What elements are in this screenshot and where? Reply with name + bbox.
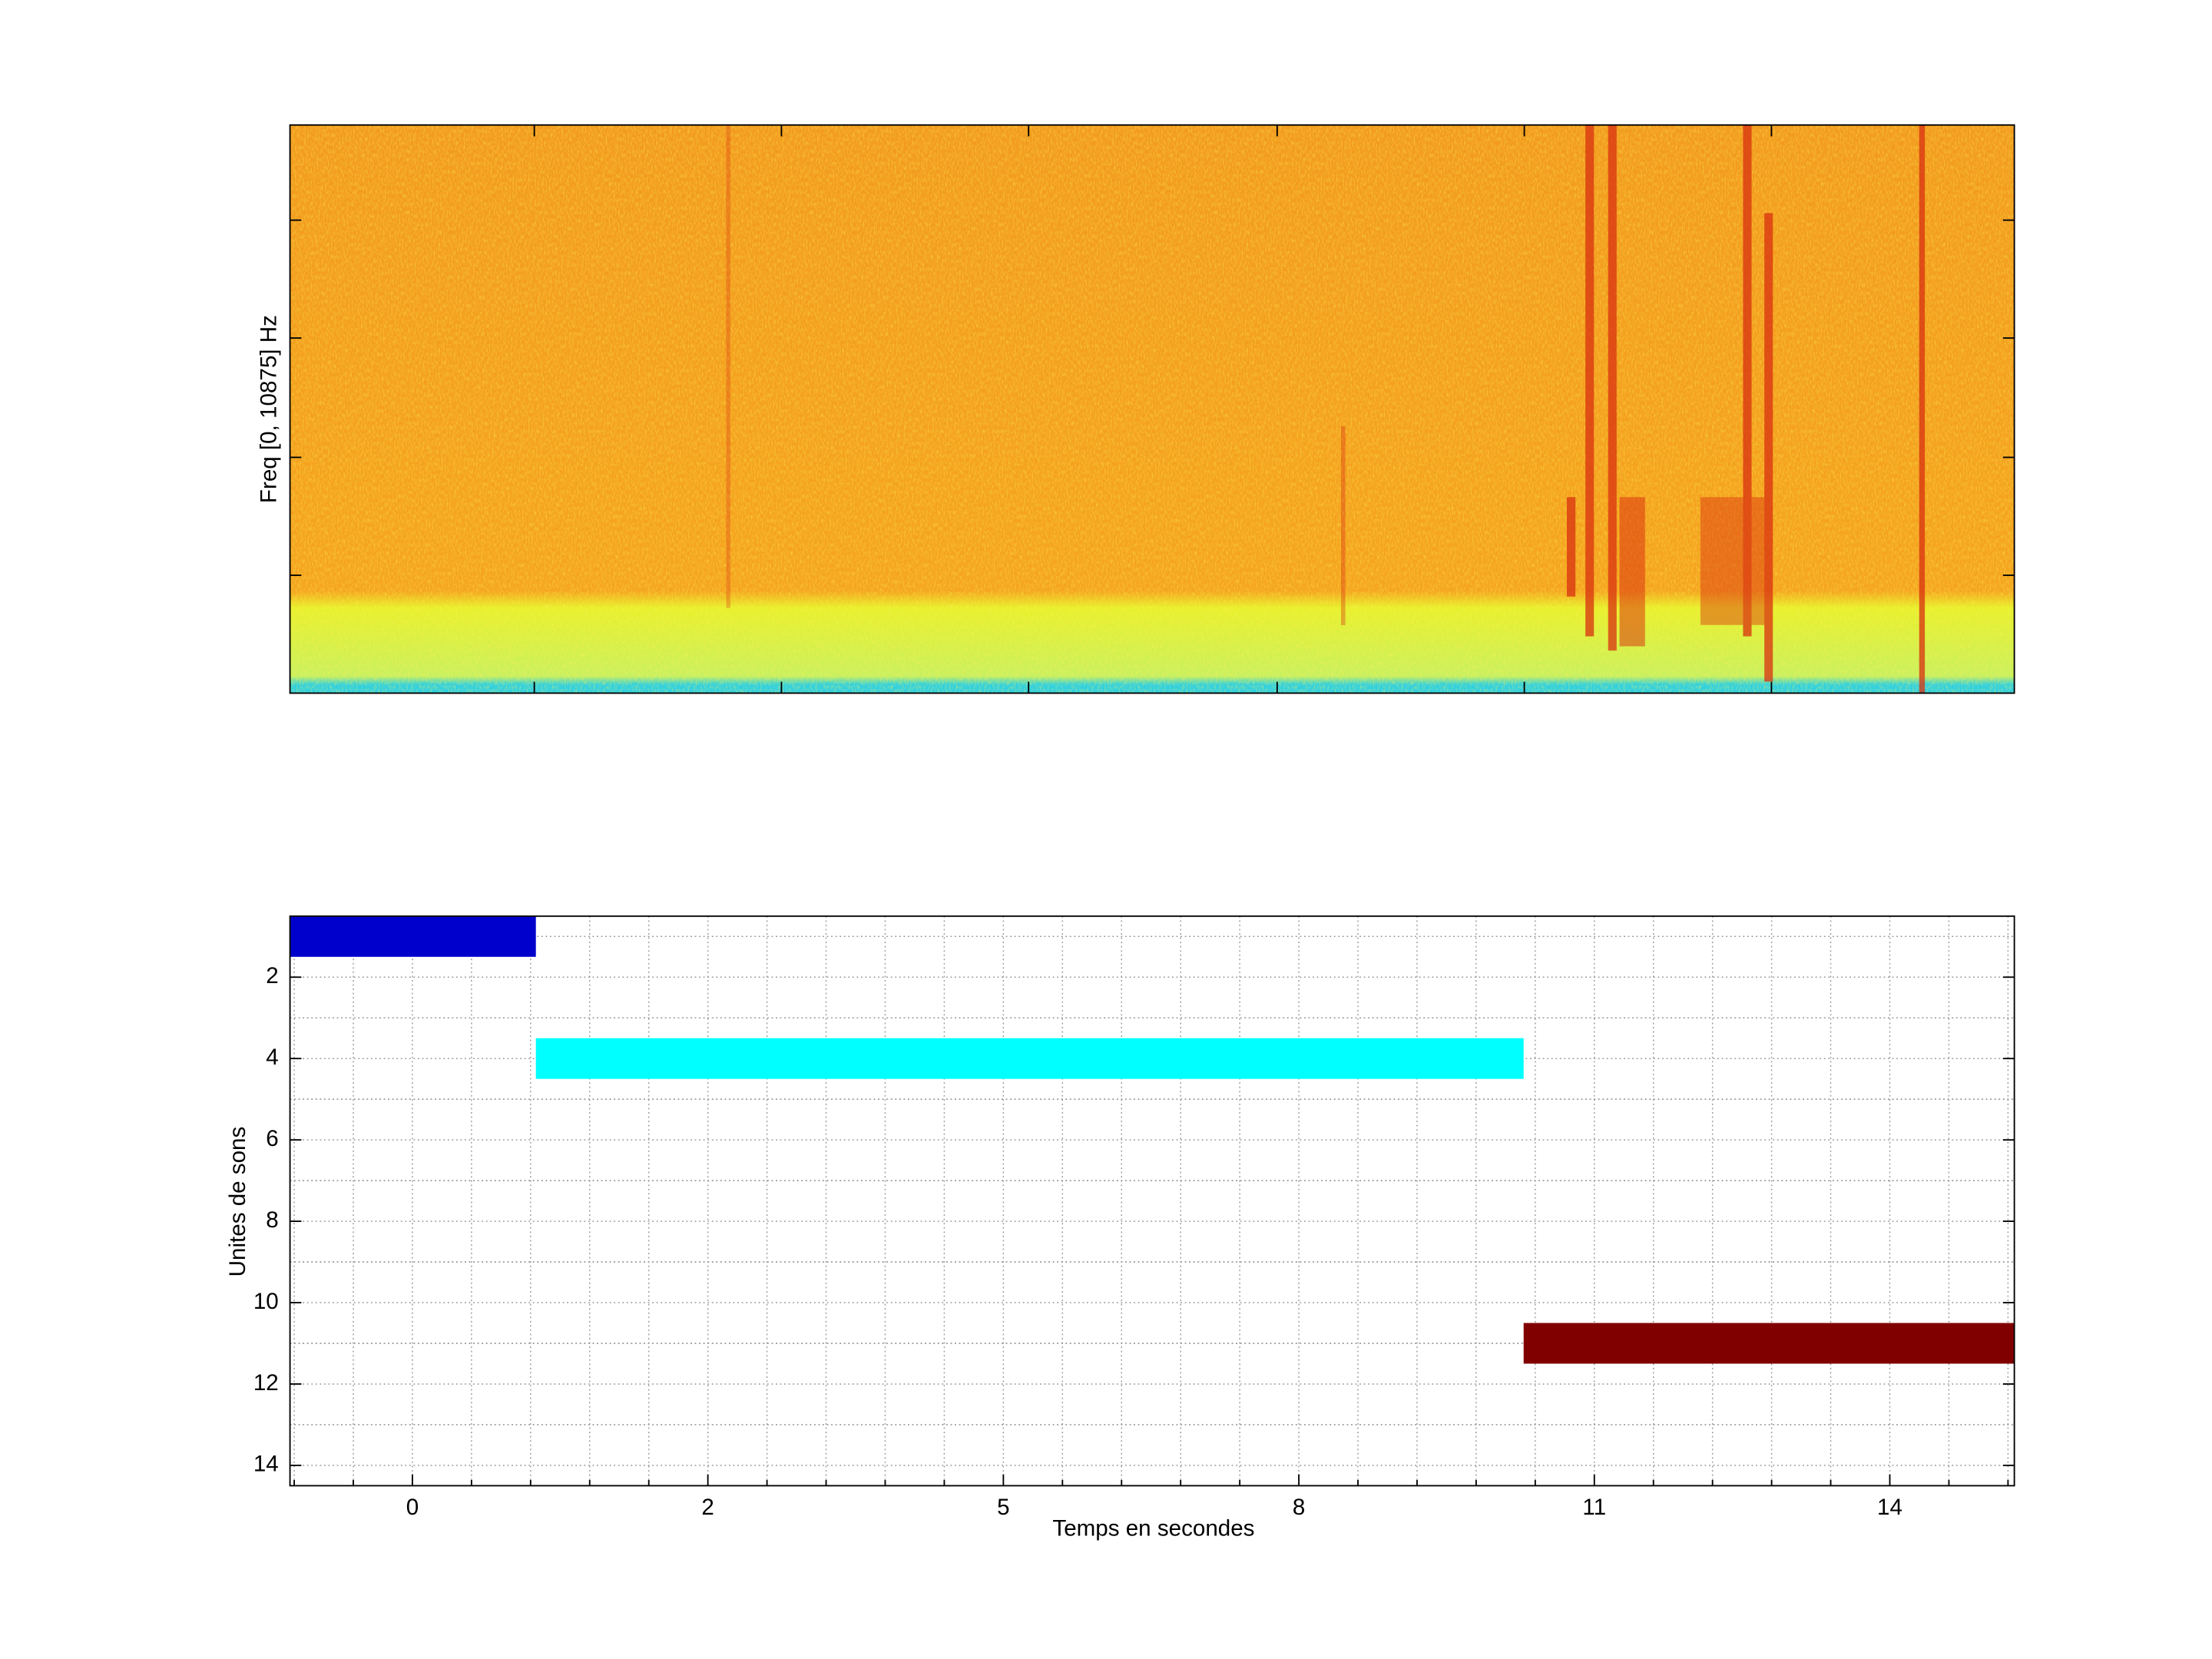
x-axis-label: Temps en secondes xyxy=(1052,1516,1254,1541)
y-tick-label: 8 xyxy=(266,1207,278,1233)
spectrogram-ylabel: Freq [0, 10875] Hz xyxy=(256,315,281,503)
x-tick-label: 5 xyxy=(997,1495,1009,1520)
x-tick-label: 8 xyxy=(1293,1495,1305,1520)
x-tick-label: 2 xyxy=(701,1495,714,1520)
y-axis-label: Unites de sons xyxy=(225,1127,250,1277)
spectrogram-streaks xyxy=(726,124,1926,694)
segment-bar xyxy=(1523,1323,2015,1364)
x-tick-label: 14 xyxy=(1877,1495,1902,1520)
x-tick-label: 11 xyxy=(1582,1495,1606,1520)
plot-frame xyxy=(289,915,2015,1487)
y-tick-label: 2 xyxy=(266,963,278,988)
y-tick-label: 14 xyxy=(253,1452,279,1477)
y-tick-label: 12 xyxy=(253,1370,279,1396)
spectrogram-frame xyxy=(289,124,2015,694)
y-tick-label: 10 xyxy=(253,1289,279,1314)
segment-bar xyxy=(535,1038,1524,1079)
y-tick-label: 6 xyxy=(266,1126,278,1151)
spectrogram-ticks xyxy=(290,124,2015,694)
y-tick-label: 4 xyxy=(266,1045,278,1070)
spectrogram-panel: Freq [0, 10875] Hz xyxy=(256,124,2015,694)
segment-bar xyxy=(290,916,536,957)
x-tick-label: 0 xyxy=(406,1495,419,1520)
spectrogram-texture xyxy=(290,124,2015,694)
